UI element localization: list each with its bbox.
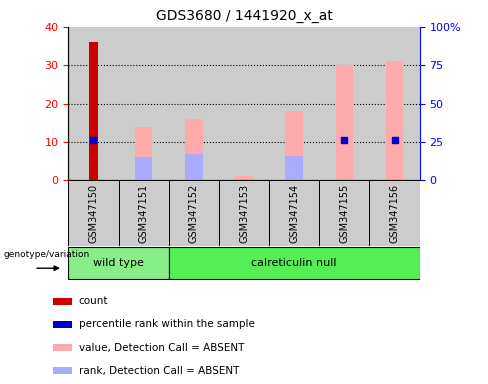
Text: wild type: wild type <box>93 258 144 268</box>
Text: count: count <box>79 296 108 306</box>
Bar <box>269 180 319 246</box>
Bar <box>219 180 269 246</box>
Bar <box>119 180 169 246</box>
Bar <box>235 176 253 180</box>
Bar <box>53 298 72 305</box>
Bar <box>89 42 98 180</box>
Bar <box>386 61 404 180</box>
Text: percentile rank within the sample: percentile rank within the sample <box>79 319 255 329</box>
Bar <box>53 367 72 374</box>
Bar <box>53 321 72 328</box>
Bar <box>185 119 203 180</box>
Bar <box>185 154 203 180</box>
Text: genotype/variation: genotype/variation <box>3 250 90 259</box>
Bar <box>285 111 303 180</box>
Bar <box>169 27 219 180</box>
Bar <box>336 65 353 180</box>
Bar <box>285 156 303 180</box>
Bar <box>219 27 269 180</box>
Bar <box>68 27 119 180</box>
Bar <box>169 248 420 279</box>
Title: GDS3680 / 1441920_x_at: GDS3680 / 1441920_x_at <box>156 9 332 23</box>
Text: calreticulin null: calreticulin null <box>251 258 337 268</box>
Bar <box>135 127 152 180</box>
Bar <box>119 27 169 180</box>
Bar <box>169 180 219 246</box>
Bar <box>269 27 319 180</box>
Text: GSM347156: GSM347156 <box>389 184 400 243</box>
Text: GSM347155: GSM347155 <box>339 184 349 243</box>
Text: GSM347151: GSM347151 <box>139 184 149 243</box>
Text: GSM347152: GSM347152 <box>189 184 199 243</box>
Bar <box>135 157 152 180</box>
Bar <box>319 27 369 180</box>
Bar <box>53 344 72 351</box>
Text: value, Detection Call = ABSENT: value, Detection Call = ABSENT <box>79 343 244 353</box>
Bar <box>369 180 420 246</box>
Text: rank, Detection Call = ABSENT: rank, Detection Call = ABSENT <box>79 366 239 376</box>
Bar <box>369 27 420 180</box>
Text: GSM347154: GSM347154 <box>289 184 299 243</box>
Bar <box>68 180 119 246</box>
Bar <box>319 180 369 246</box>
Text: GSM347153: GSM347153 <box>239 184 249 243</box>
Bar <box>68 248 169 279</box>
Text: GSM347150: GSM347150 <box>88 184 99 243</box>
